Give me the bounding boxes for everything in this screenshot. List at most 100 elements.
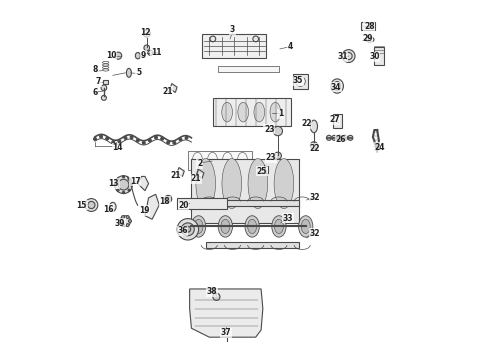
Text: 16: 16 <box>103 205 114 214</box>
Polygon shape <box>190 289 263 337</box>
Text: 29: 29 <box>362 35 373 44</box>
Ellipse shape <box>222 158 242 208</box>
Text: 27: 27 <box>329 116 340 125</box>
FancyBboxPatch shape <box>213 98 292 126</box>
Circle shape <box>185 226 191 232</box>
Circle shape <box>143 30 150 37</box>
Text: 34: 34 <box>331 83 342 92</box>
Circle shape <box>143 141 145 144</box>
Text: 22: 22 <box>301 120 312 129</box>
Circle shape <box>122 224 124 226</box>
FancyBboxPatch shape <box>192 158 298 223</box>
Ellipse shape <box>331 79 343 93</box>
Text: 23: 23 <box>264 125 274 134</box>
Circle shape <box>117 178 119 180</box>
Text: 25: 25 <box>257 167 267 176</box>
Ellipse shape <box>194 219 203 234</box>
Circle shape <box>274 152 281 159</box>
Circle shape <box>115 52 122 59</box>
FancyBboxPatch shape <box>293 74 308 89</box>
Circle shape <box>122 192 124 194</box>
Text: 1: 1 <box>278 109 283 118</box>
Text: 10: 10 <box>106 51 116 60</box>
Ellipse shape <box>274 219 283 234</box>
Ellipse shape <box>254 102 265 122</box>
FancyBboxPatch shape <box>361 22 375 30</box>
Text: 23: 23 <box>266 153 276 162</box>
Ellipse shape <box>110 202 116 211</box>
Circle shape <box>101 85 107 91</box>
Circle shape <box>112 141 115 144</box>
Ellipse shape <box>196 158 216 208</box>
Ellipse shape <box>272 216 286 237</box>
Text: 28: 28 <box>364 22 375 31</box>
Polygon shape <box>138 176 148 191</box>
Ellipse shape <box>366 37 374 42</box>
Text: 19: 19 <box>139 206 149 215</box>
Circle shape <box>177 219 198 240</box>
Text: 38: 38 <box>207 287 218 296</box>
Circle shape <box>310 142 318 149</box>
Text: 21: 21 <box>191 175 201 184</box>
FancyBboxPatch shape <box>206 242 298 248</box>
Circle shape <box>342 50 355 63</box>
Polygon shape <box>197 169 204 178</box>
Text: 22: 22 <box>309 144 320 153</box>
FancyBboxPatch shape <box>202 35 267 58</box>
Ellipse shape <box>248 158 268 208</box>
Circle shape <box>122 216 124 219</box>
Circle shape <box>124 136 127 139</box>
Text: 13: 13 <box>109 179 119 188</box>
Circle shape <box>117 189 119 191</box>
Circle shape <box>161 138 164 140</box>
Text: 9: 9 <box>141 51 146 60</box>
Circle shape <box>85 199 98 211</box>
Circle shape <box>122 176 124 178</box>
Text: 20: 20 <box>178 201 189 210</box>
Text: 4: 4 <box>288 41 294 50</box>
FancyBboxPatch shape <box>218 66 279 72</box>
FancyBboxPatch shape <box>188 150 252 170</box>
Circle shape <box>185 136 188 139</box>
Circle shape <box>99 135 102 138</box>
Ellipse shape <box>298 216 313 237</box>
Ellipse shape <box>218 216 232 237</box>
FancyBboxPatch shape <box>264 166 268 173</box>
Ellipse shape <box>245 216 259 237</box>
Circle shape <box>148 139 151 142</box>
Circle shape <box>154 136 157 139</box>
Text: 12: 12 <box>140 28 150 37</box>
Circle shape <box>179 138 182 141</box>
Polygon shape <box>145 194 159 219</box>
Text: 24: 24 <box>375 143 385 152</box>
Circle shape <box>253 36 259 42</box>
Circle shape <box>106 137 109 140</box>
Circle shape <box>148 50 153 55</box>
Circle shape <box>115 184 117 186</box>
Text: 3: 3 <box>230 26 235 35</box>
Circle shape <box>273 126 283 136</box>
Text: 15: 15 <box>76 201 87 210</box>
Ellipse shape <box>222 102 232 122</box>
Text: 21: 21 <box>162 87 172 96</box>
Ellipse shape <box>221 219 230 234</box>
FancyBboxPatch shape <box>177 198 227 208</box>
Circle shape <box>115 176 132 194</box>
Ellipse shape <box>247 219 257 234</box>
Circle shape <box>130 184 132 186</box>
Circle shape <box>128 189 130 191</box>
Text: 14: 14 <box>112 143 122 152</box>
Text: 39: 39 <box>115 219 125 228</box>
Ellipse shape <box>334 82 341 90</box>
Circle shape <box>136 139 139 142</box>
Ellipse shape <box>192 216 206 237</box>
Circle shape <box>348 135 353 140</box>
FancyBboxPatch shape <box>374 47 384 65</box>
Text: 5: 5 <box>136 68 141 77</box>
Circle shape <box>326 135 331 140</box>
Circle shape <box>337 135 342 140</box>
Text: 6: 6 <box>92 88 98 97</box>
Circle shape <box>343 135 347 140</box>
Ellipse shape <box>301 219 310 234</box>
Text: 2: 2 <box>197 159 202 168</box>
